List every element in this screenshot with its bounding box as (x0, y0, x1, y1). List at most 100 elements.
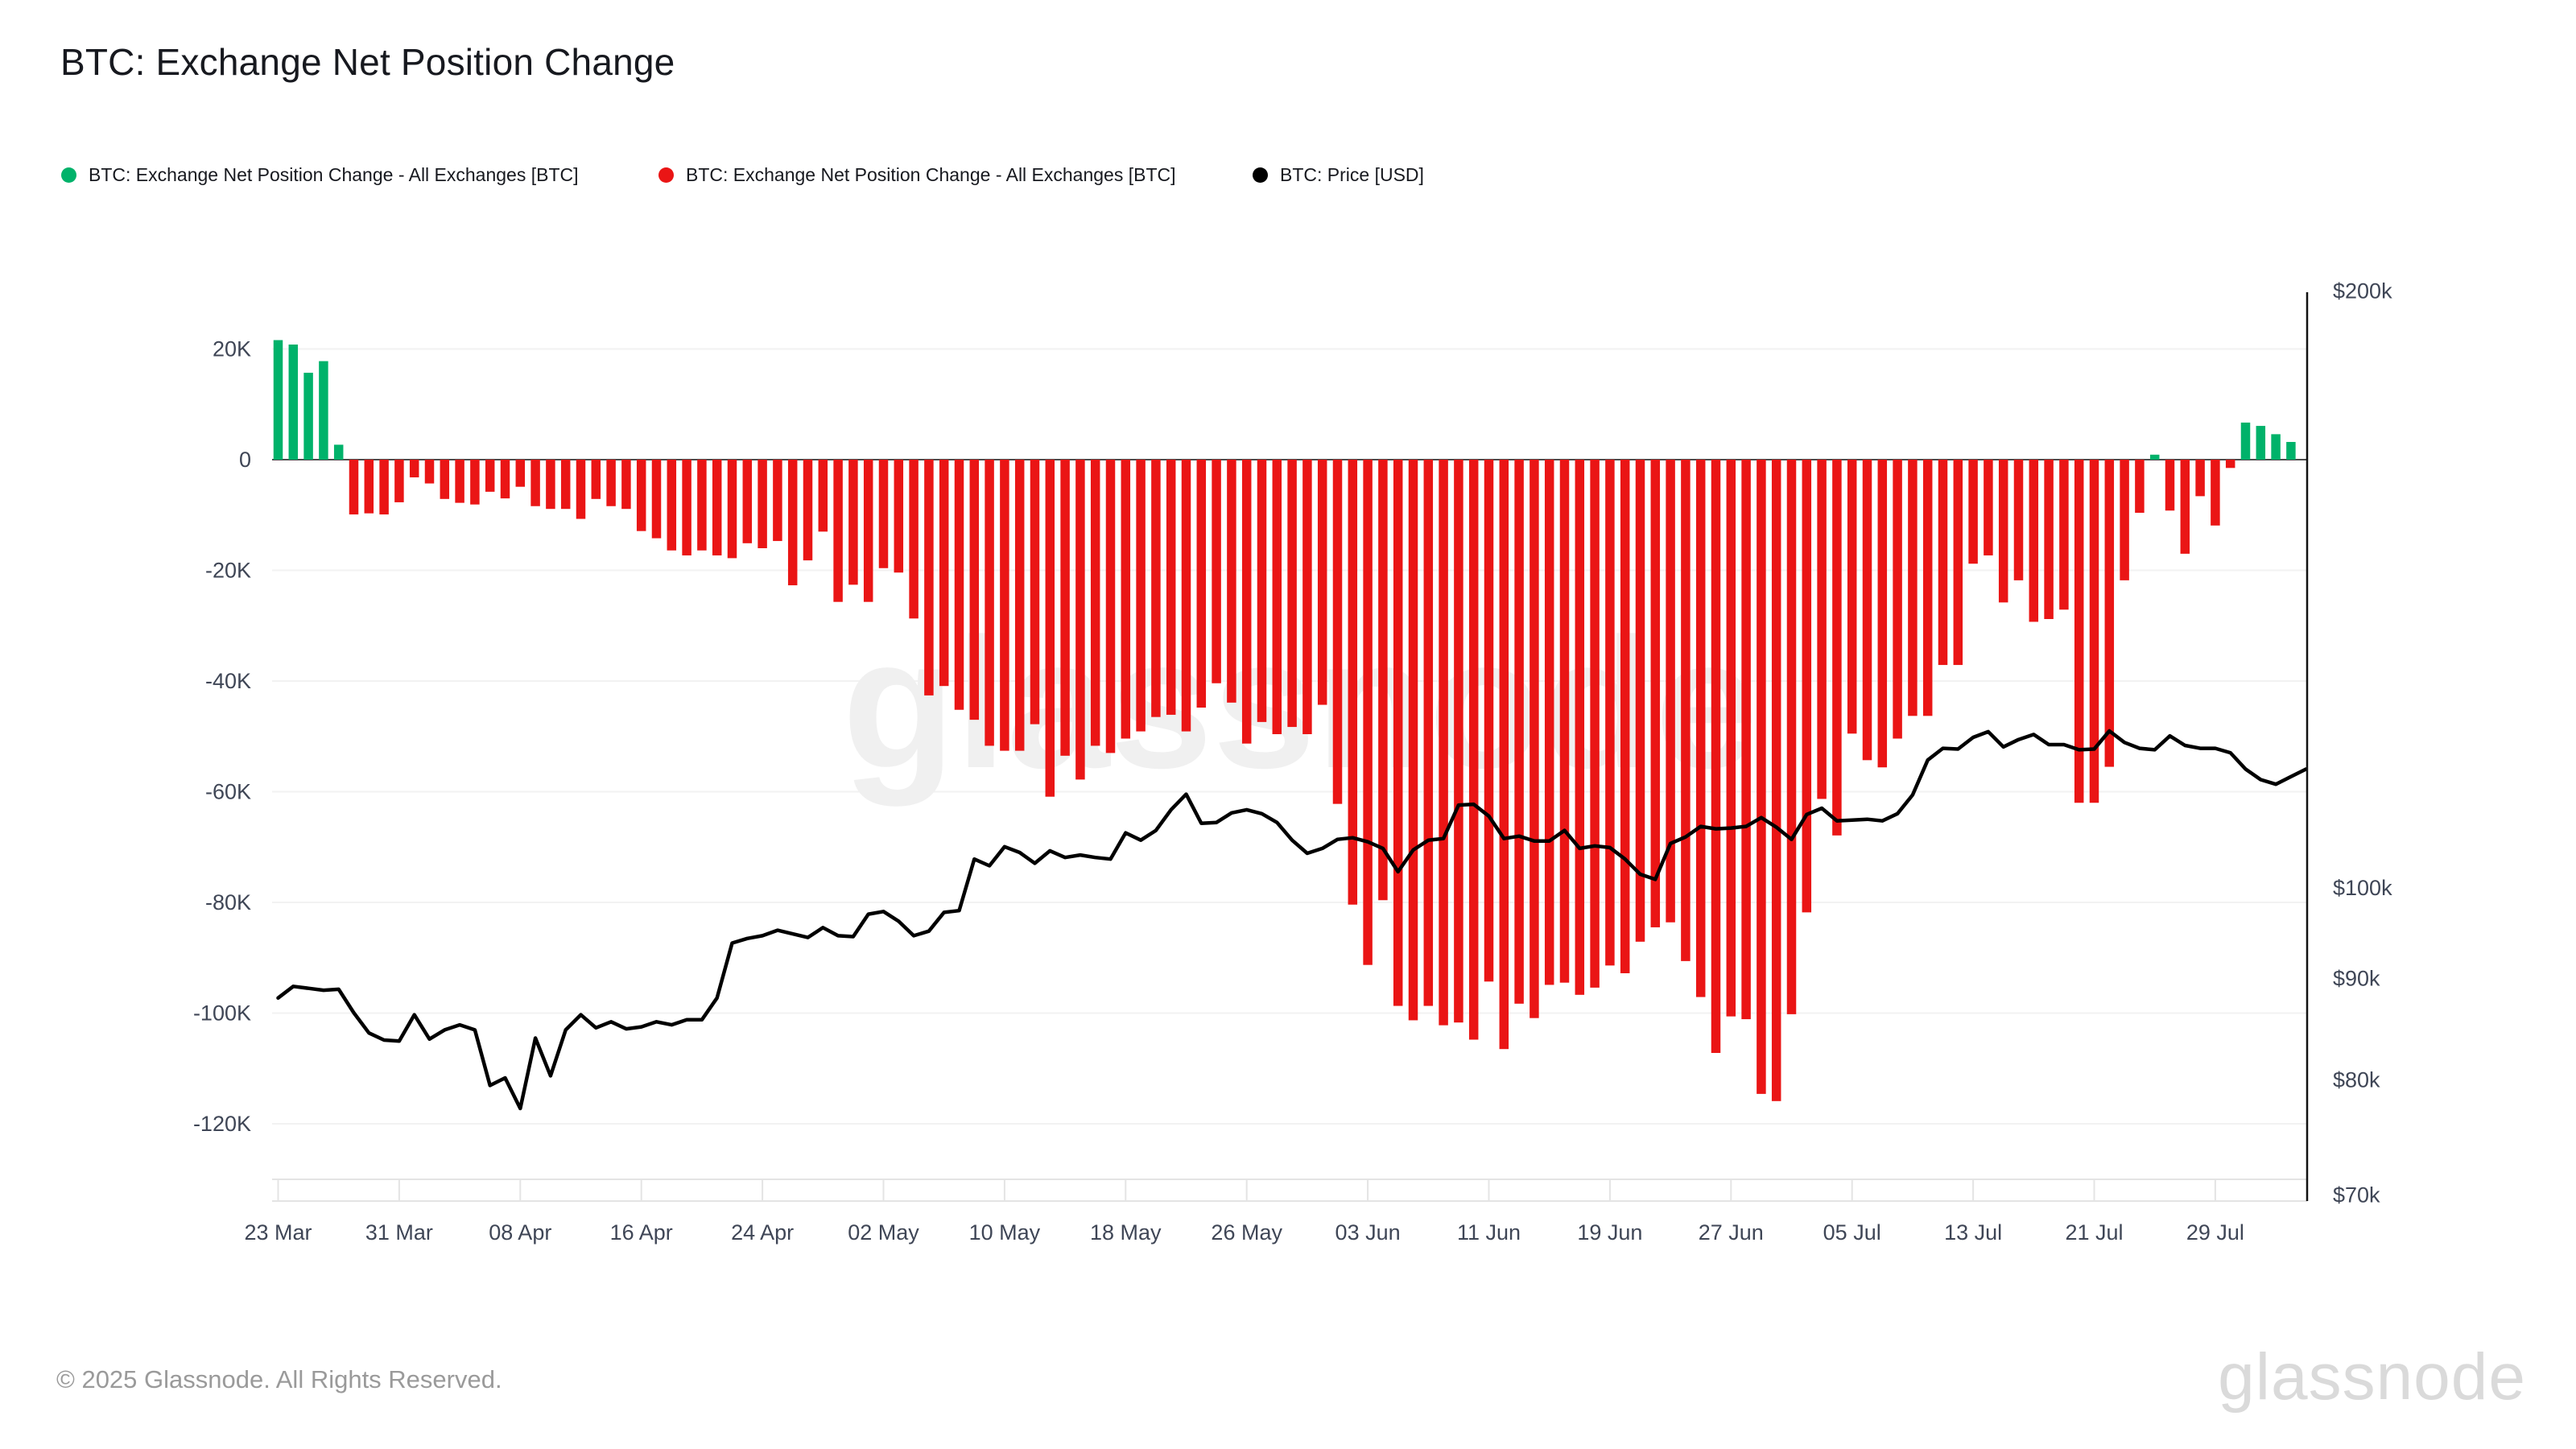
bar-outflow (1484, 460, 1494, 982)
bar-outflow (894, 460, 904, 573)
bar-outflow (1408, 460, 1418, 1021)
bar-inflow (303, 373, 313, 460)
bar-outflow (349, 460, 359, 515)
bar-inflow (319, 361, 328, 460)
bar-outflow (1908, 460, 1918, 716)
bar-outflow (1439, 460, 1448, 1026)
bar-outflow (878, 460, 889, 568)
bar-outflow (515, 460, 526, 487)
bar-outflow (1953, 460, 1963, 666)
glassnode-logo: glassnode (2218, 1340, 2526, 1414)
y-left-tick-label: 20K (213, 337, 251, 361)
y-right-tick-label: $200k (2333, 279, 2392, 303)
x-tick-label: 21 Jul (2065, 1220, 2123, 1245)
y-left-tick-label: -80K (205, 890, 251, 914)
bar-outflow (1317, 460, 1327, 705)
x-tick-label: 02 May (848, 1220, 919, 1245)
legend-item-netflow-positive[interactable]: BTC: Exchange Net Position Change - All … (61, 159, 579, 190)
netflow-bars (273, 340, 2296, 1101)
bar-outflow (1666, 460, 1675, 923)
bar-outflow (954, 460, 964, 710)
bar-outflow (1423, 460, 1434, 1006)
bar-outflow (1695, 460, 1706, 997)
x-tick-label: 29 Jul (2186, 1220, 2244, 1245)
bar-outflow (1060, 460, 1070, 756)
bar-outflow (985, 460, 994, 746)
bar-outflow (1302, 460, 1312, 734)
x-tick-label: 18 May (1090, 1220, 1162, 1245)
bar-outflow (697, 460, 707, 551)
legend-item-price[interactable]: BTC: Price [USD] (1253, 159, 1424, 190)
bar-outflow (1468, 460, 1479, 1040)
bar-outflow (2120, 460, 2129, 580)
x-tick-label: 10 May (969, 1220, 1041, 1245)
y-right-tick-label: $90k (2333, 967, 2380, 991)
bar-outflow (1544, 460, 1554, 985)
bar-outflow (1681, 460, 1690, 961)
bar-outflow (2074, 460, 2084, 803)
x-tick-label: 05 Jul (1823, 1220, 1881, 1245)
bar-outflow (1998, 460, 2008, 603)
bar-outflow (773, 460, 782, 542)
bar-outflow (1332, 460, 1343, 804)
bar-outflow (636, 460, 646, 531)
bar-outflow (818, 460, 828, 532)
bar-outflow (712, 460, 722, 555)
legend-dot-black-icon (1253, 167, 1268, 183)
page-title: BTC: Exchange Net Position Change (60, 41, 675, 83)
bar-outflow (1847, 460, 1857, 734)
bar-outflow (1559, 460, 1570, 983)
bar-outflow (833, 460, 843, 602)
bar-outflow (803, 460, 813, 561)
bar-outflow (485, 460, 495, 492)
bar-outflow (2211, 460, 2220, 526)
bar-outflow (1514, 460, 1524, 1004)
bar-outflow (742, 460, 753, 543)
bar-outflow (560, 460, 571, 510)
bar-outflow (1196, 460, 1207, 708)
bar-outflow (667, 460, 677, 551)
bar-outflow (848, 460, 858, 585)
bar-outflow (2044, 460, 2054, 619)
bar-outflow (1227, 460, 1236, 703)
bar-outflow (2013, 460, 2024, 580)
copyright-text: © 2025 Glassnode. All Rights Reserved. (56, 1365, 502, 1393)
bar-outflow (969, 460, 980, 720)
bar-inflow (2286, 442, 2296, 460)
y-right-tick-label: $80k (2333, 1068, 2380, 1092)
x-tick-label: 16 Apr (610, 1220, 673, 1245)
x-tick-label: 26 May (1211, 1220, 1282, 1245)
legend-dot-red-icon (658, 167, 674, 183)
bar-outflow (1741, 460, 1751, 1020)
bar-outflow (2180, 460, 2190, 554)
bar-outflow (1105, 460, 1116, 753)
legend-label: BTC: Exchange Net Position Change - All … (89, 163, 579, 185)
bar-outflow (787, 460, 798, 586)
bar-outflow (909, 460, 919, 619)
bar-outflow (1045, 460, 1055, 797)
bar-outflow (682, 460, 691, 555)
bar-inflow (2149, 454, 2160, 460)
bar-outflow (1257, 460, 1267, 722)
legend-label: BTC: Price [USD] (1280, 163, 1424, 185)
bar-outflow (1151, 460, 1161, 717)
bar-outflow (1877, 460, 1888, 768)
bar-outflow (758, 460, 767, 548)
y-left-tick-label: -20K (205, 559, 251, 583)
bar-outflow (2165, 460, 2175, 511)
bar-outflow (1212, 460, 1221, 683)
bar-outflow (939, 460, 949, 687)
bar-outflow (1241, 460, 1252, 744)
bar-outflow (1393, 460, 1403, 1006)
bar-outflow (1181, 460, 1191, 732)
bar-inflow (273, 340, 283, 460)
bar-outflow (1000, 460, 1009, 751)
bar-outflow (1014, 460, 1025, 751)
bar-outflow (409, 460, 419, 477)
legend-item-netflow-negative[interactable]: BTC: Exchange Net Position Change - All … (658, 159, 1176, 190)
bar-outflow (424, 460, 435, 484)
x-tick-label: 31 Mar (365, 1220, 433, 1245)
bar-outflow (1575, 460, 1585, 995)
bar-outflow (863, 460, 873, 602)
